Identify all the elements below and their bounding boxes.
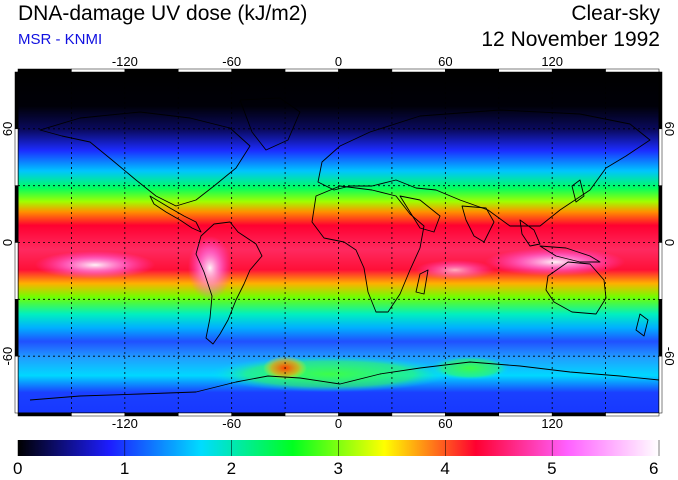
longitude-tick-label: 120 <box>541 416 563 431</box>
longitude-tick-label: 120 <box>541 54 563 69</box>
colorbar-label: 5 <box>547 459 557 478</box>
map-title: DNA-damage UV dose (kJ/m2) <box>18 2 308 25</box>
frame-bar <box>231 68 286 73</box>
longitude-tick-label: -120 <box>112 416 138 431</box>
longitude-tick-label: -60 <box>222 416 241 431</box>
colorbar-label: 3 <box>333 459 343 478</box>
latitude-tick-label: 60 <box>0 122 15 136</box>
frame-bar <box>658 355 663 414</box>
latitude-tick-label: 0 <box>662 239 677 246</box>
longitude-tick-label: -60 <box>222 54 241 69</box>
colorbar-label: 6 <box>649 459 659 478</box>
longitude-tick-label: 0 <box>335 54 342 69</box>
map-date: 12 November 1992 <box>481 28 660 51</box>
frame-bar <box>445 68 500 73</box>
longitude-tick-label: 60 <box>438 54 452 69</box>
frame-bar <box>14 128 19 186</box>
frame-bar <box>17 412 72 417</box>
latitude-tick-label: 0 <box>0 239 15 246</box>
latitude-labels: 60 60 0 0 -60 -60 <box>0 122 677 366</box>
frame-bar <box>658 185 663 243</box>
colorbar-label: 0 <box>13 459 23 478</box>
frame-bar <box>338 68 393 73</box>
longitude-tick-label: 0 <box>335 416 342 431</box>
colorbar-label: 4 <box>440 459 450 478</box>
frame-bar <box>178 68 232 73</box>
colorbar-label: 2 <box>226 459 237 478</box>
frame-bar <box>658 71 663 130</box>
frame-bar <box>605 412 660 417</box>
frame-bar <box>284 68 339 73</box>
frame-bar <box>14 242 19 300</box>
graticule <box>18 72 659 413</box>
frame-bar <box>658 299 663 357</box>
colorbar-ticks <box>17 440 660 456</box>
frame-bar <box>124 68 179 73</box>
frame-bar <box>338 412 393 417</box>
frame-bar <box>71 68 126 73</box>
latitude-tick-label: -60 <box>662 347 677 366</box>
frame-bar <box>14 71 19 130</box>
data-source: MSR - KNMI <box>18 31 103 48</box>
frame-bar <box>658 242 663 300</box>
frame-bar <box>17 68 72 73</box>
longitude-tick-label: -120 <box>112 54 138 69</box>
frame-bar <box>14 299 19 357</box>
map-field <box>18 72 659 413</box>
longitude-tick-label: 60 <box>438 416 452 431</box>
frame-bar <box>445 412 500 417</box>
latitude-tick-label: -60 <box>0 347 15 366</box>
frame-bar <box>605 68 660 73</box>
frame-bar <box>284 412 339 417</box>
colorbar-label: 1 <box>119 459 130 478</box>
latitude-tick-label: 60 <box>662 122 677 136</box>
frame-bar <box>14 185 19 243</box>
frame-bar <box>498 68 553 73</box>
frame-bar <box>391 68 446 73</box>
longitude-labels: -120 -120 -60 -60 0 0 60 60 120 120 <box>112 54 563 431</box>
coastlines <box>29 97 659 401</box>
frame-ticks <box>14 68 663 417</box>
frame-bar <box>658 128 663 186</box>
frame-bar <box>551 68 606 73</box>
sky-condition: Clear-sky <box>571 2 660 25</box>
frame-bar <box>14 355 19 414</box>
